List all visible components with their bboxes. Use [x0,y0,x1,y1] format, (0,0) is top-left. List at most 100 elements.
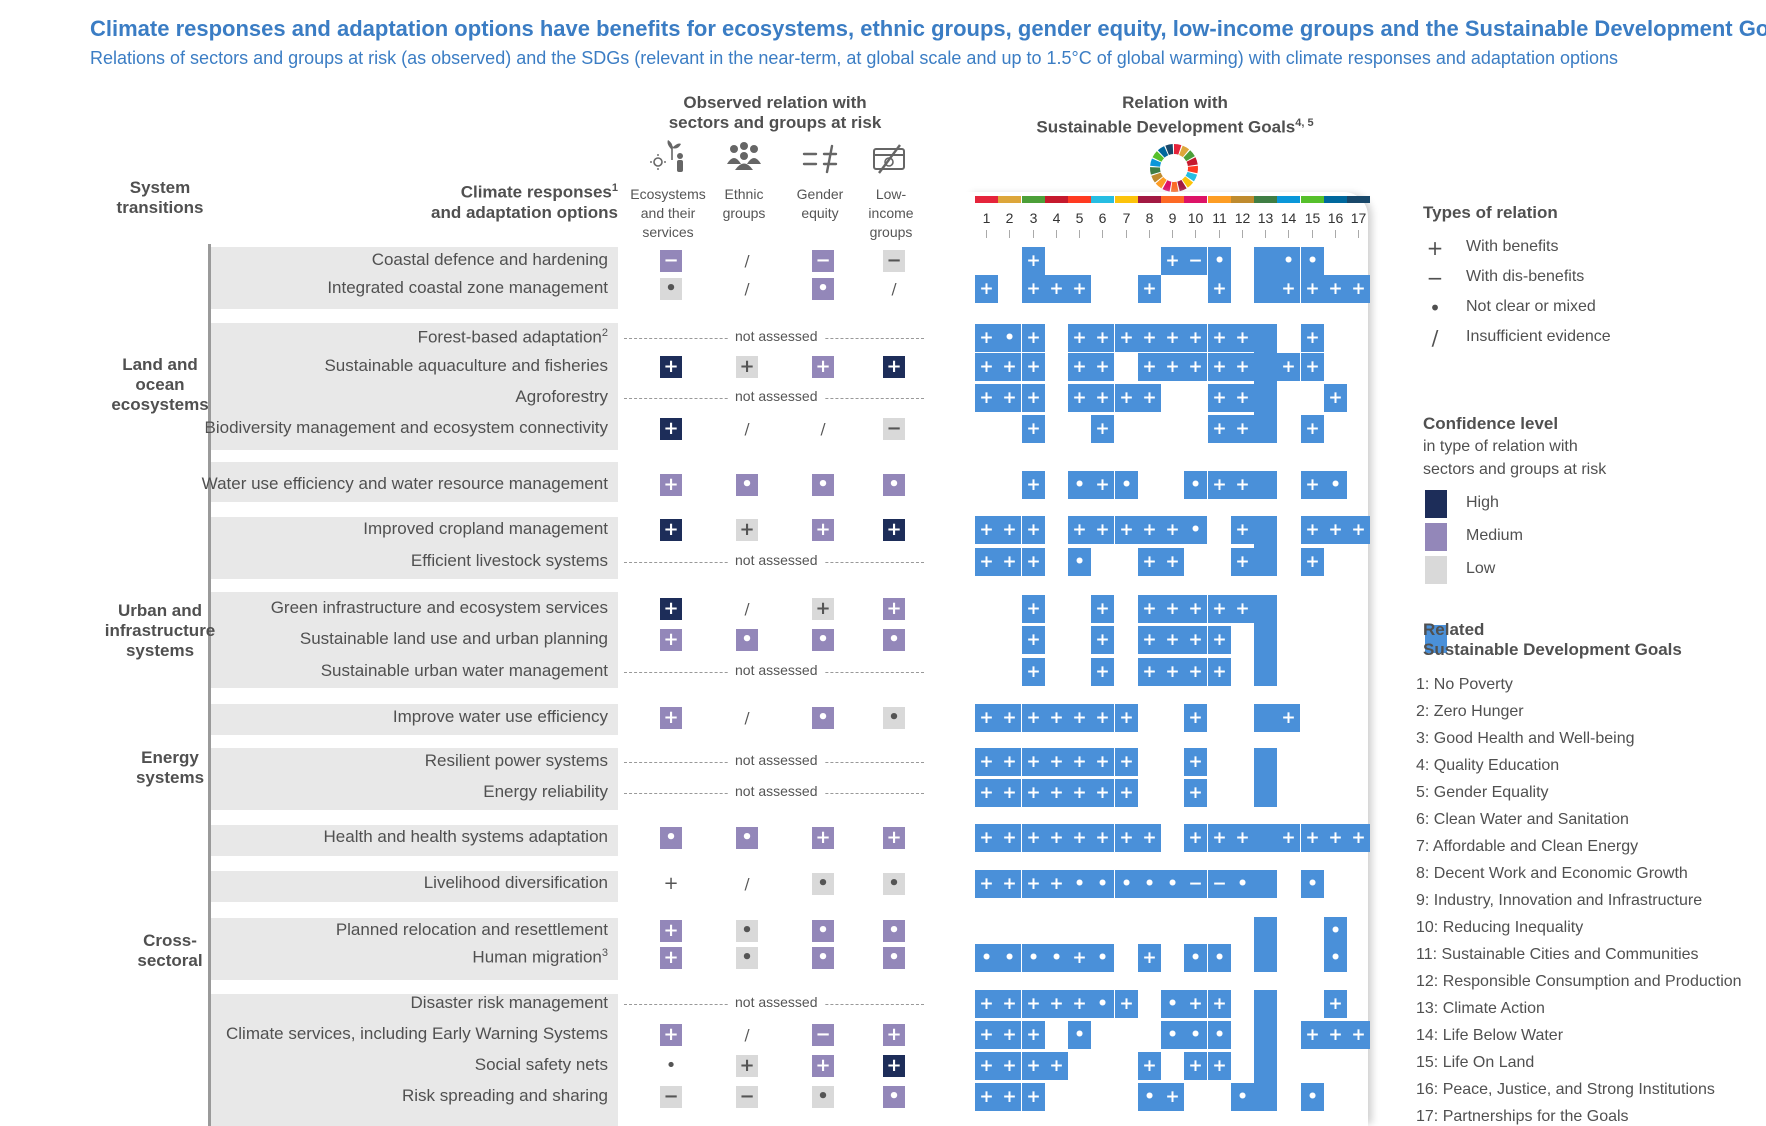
sdg-relation-cell: + [1091,384,1114,412]
sdg-relation-cell: + [1091,658,1114,686]
sdg-wheel-segment [1179,145,1190,158]
sdg-relation-cell: + [1208,275,1231,303]
sdg-tick [1056,230,1057,238]
sdg-tick [1195,230,1196,238]
sdg13-climate-action-block [1254,870,1277,898]
observed-cell: − [660,250,682,272]
sdg-relation-cell: + [1301,324,1324,352]
sdg-relation-cell: • [1324,944,1347,972]
row-label-text: Energy reliability [483,782,608,801]
row-label: Health and health systems adaptation [324,827,608,847]
sdg-color-6 [1091,196,1114,203]
page-title: Climate responses and adaptation options… [90,16,1766,41]
row-label-text: Risk spreading and sharing [401,1086,608,1105]
sdg-relation-cell: + [1347,275,1370,303]
observed-cell: • [736,474,758,496]
row-label-text: Human migration [472,947,602,967]
observed-cell: • [736,920,758,942]
sdg-tick [1149,230,1150,238]
row-label: Integrated coastal zone management [327,278,608,298]
sdg-tick [1265,230,1266,238]
sdg-relation-cell: + [1161,626,1184,654]
observed-cell: + [660,418,682,440]
col-gender-header: Gender equity [780,185,860,223]
observed-cell: + [883,519,905,541]
system-cross-l1: Cross- [143,931,197,950]
system-transitions-label: System transitions [116,178,204,217]
sdg-tick [1219,230,1220,238]
sdg-relation-cell: • [1068,471,1091,499]
observed-cell: / [744,279,750,298]
sdg-relation-cell: • [1231,870,1254,898]
sdg-relation-cell: • [1208,944,1231,972]
legend-sdg-item: 7: Affordable and Clean Energy [1416,838,1639,855]
row-label-text: Agroforestry [515,387,608,406]
sdg-relation-cell: + [975,779,998,807]
observed-cell: / [744,1025,750,1044]
col-ecosystems-l3: services [642,224,694,240]
sdg-relation-cell: + [1022,275,1045,303]
sdg-relation-cell: + [1231,548,1254,576]
sdg-relation-cell: + [1045,990,1068,1018]
system-energy-l1: Energy [141,748,199,767]
sdg13-climate-action-block [1254,917,1277,972]
sdg-color-8 [1138,196,1161,203]
row-label: Coastal defence and hardening [372,250,608,270]
legend-confidence-title: Confidence level [1423,414,1559,433]
sdg-tick [1102,230,1103,238]
not-assessed-label: not assessed [729,552,824,568]
sdg-relation-cell: + [1208,324,1231,352]
sdg-relation-cell: + [1045,275,1068,303]
sdg-relation-cell: • [1184,516,1207,544]
observed-cell: − [883,418,905,440]
observed-cell: • [812,947,834,969]
sdg-relation-cell: • [1324,917,1347,945]
sdg-relation-cell: + [1301,548,1324,576]
sdg-relation-cell: + [1045,704,1068,732]
sdg-relation-cell: + [1231,324,1254,352]
observed-cell: • [883,1086,905,1108]
sdg-number: 2 [1005,210,1014,226]
sdg-relation-cell: + [1138,353,1161,381]
observed-cell: • [736,947,758,969]
observed-cell: + [883,1055,905,1077]
climate-responses-header: Climate responses1 and adaptation option… [380,178,618,223]
sdg-relation-cell: + [1347,1021,1370,1049]
sdg-relation-cell: + [998,1052,1021,1080]
sdg-relation-cell: + [1324,990,1347,1018]
legend-sdg-item: 13: Climate Action [1416,1000,1545,1017]
legend-sdg-item: 8: Decent Work and Economic Growth [1416,865,1688,882]
sdg-relation-cell: + [1184,626,1207,654]
row-label-text: Health and health systems adaptation [323,827,608,846]
sdg13-climate-action-block [1254,595,1277,686]
sdg-relation-cell: + [1091,748,1114,776]
observed-cell: + [812,827,834,849]
system-land-ocean-l1: Land and [122,355,198,374]
sdg-color-13 [1254,196,1277,203]
system-land-ocean: Land and ocean ecosystems [90,355,230,415]
sdg-relation-cell: + [1277,353,1300,381]
sdg-relation-cell: + [1231,516,1254,544]
sdg-relation-cell: • [1068,548,1091,576]
sdg-relation-cell: + [1184,324,1207,352]
sdg-color-17 [1347,196,1370,203]
row-group-bg [210,462,618,502]
sdg-relation-cell: + [1138,516,1161,544]
sdg-relation-cell: + [1208,1052,1231,1080]
sdg-relation-cell: + [1184,595,1207,623]
col-income-l3: groups [869,224,913,240]
system-land-ocean-l2: ocean [135,375,185,394]
legend-type-symbol: + [1426,236,1444,260]
legend-confidence-sub1: in type of relation with [1423,438,1578,455]
sdg-relation-cell: • [1184,1021,1207,1049]
legend-related-title: Related Sustainable Development Goals [1423,620,1682,660]
sdg-relation-cell: + [975,1083,998,1111]
sdg-relation-cell: + [975,353,998,381]
observed-cell: + [660,947,682,969]
sdg-relation-cell: + [1161,658,1184,686]
legend-type-label: With dis-benefits [1466,268,1585,285]
sdg13-climate-action-block [1254,704,1277,732]
sdg-relation-cell: + [1115,704,1138,732]
observed-cell: • [812,629,834,651]
page-subtitle: Relations of sectors and groups at risk … [90,48,1619,68]
